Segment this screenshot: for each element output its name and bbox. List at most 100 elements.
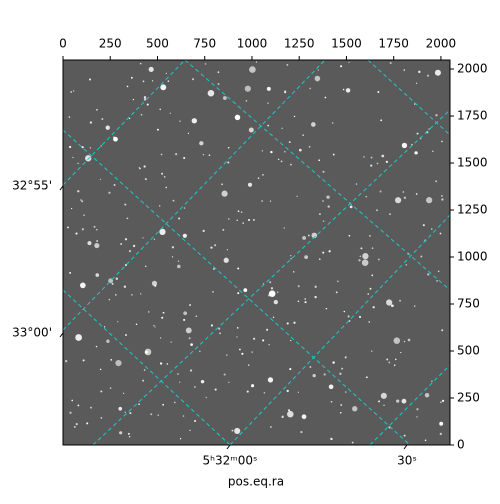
star xyxy=(199,141,204,146)
star xyxy=(416,416,418,418)
x-tick-label: 1500 xyxy=(331,37,362,51)
star xyxy=(214,388,217,391)
ra-tick-label: 30ˢ xyxy=(397,454,417,468)
star xyxy=(390,304,394,307)
ra-tick xyxy=(403,444,408,450)
star xyxy=(314,75,321,82)
star xyxy=(234,114,241,121)
x-tick-label: 500 xyxy=(146,37,169,51)
star xyxy=(267,124,269,127)
star xyxy=(171,246,175,249)
star xyxy=(415,193,418,195)
star xyxy=(327,205,330,208)
star xyxy=(326,195,330,199)
star xyxy=(257,177,260,179)
star xyxy=(394,364,396,366)
star xyxy=(120,242,123,246)
star xyxy=(101,118,104,120)
star xyxy=(222,228,225,231)
star xyxy=(297,300,300,303)
star xyxy=(161,172,164,175)
y-tick-label: 1000 xyxy=(457,250,488,264)
star xyxy=(70,91,72,93)
star xyxy=(268,290,276,297)
star xyxy=(309,87,312,90)
star xyxy=(245,100,248,102)
star xyxy=(388,361,391,364)
star xyxy=(441,329,444,332)
star xyxy=(222,96,227,100)
dec-tick xyxy=(59,185,64,191)
star xyxy=(413,305,416,307)
star xyxy=(269,281,272,284)
star xyxy=(227,161,230,164)
star xyxy=(261,200,263,202)
star xyxy=(371,247,374,249)
star xyxy=(290,255,292,257)
star xyxy=(420,255,423,258)
star xyxy=(87,241,92,246)
star xyxy=(160,153,163,156)
star xyxy=(314,295,317,299)
star xyxy=(99,178,102,181)
star xyxy=(317,69,319,71)
star xyxy=(402,191,405,193)
star xyxy=(431,380,433,382)
star xyxy=(441,198,444,201)
star xyxy=(113,136,118,142)
star xyxy=(177,264,181,269)
x-tick-label: 1750 xyxy=(378,37,409,51)
star xyxy=(174,153,178,156)
star xyxy=(345,391,347,393)
star xyxy=(195,315,198,318)
star xyxy=(212,291,214,293)
star xyxy=(109,387,112,389)
star xyxy=(131,293,133,296)
dec-tick-label: 33°00' xyxy=(12,326,52,340)
star xyxy=(81,200,84,203)
star xyxy=(308,234,310,237)
star xyxy=(342,88,345,91)
star xyxy=(341,367,344,370)
x-tick-label: 250 xyxy=(99,37,122,51)
star xyxy=(118,406,123,411)
star xyxy=(204,63,207,65)
star xyxy=(407,338,411,342)
star xyxy=(159,228,166,236)
star xyxy=(371,350,373,352)
star xyxy=(95,228,98,231)
star xyxy=(339,372,342,375)
star xyxy=(237,210,240,213)
star xyxy=(236,336,238,338)
star xyxy=(80,199,82,201)
star xyxy=(286,322,289,325)
star xyxy=(351,441,354,444)
star xyxy=(435,114,438,117)
star xyxy=(432,150,434,153)
star xyxy=(369,287,372,290)
star xyxy=(290,258,292,260)
star xyxy=(69,411,72,414)
star xyxy=(228,218,230,220)
star xyxy=(151,280,158,286)
star xyxy=(67,226,69,229)
star xyxy=(199,350,201,352)
star xyxy=(396,399,400,403)
star xyxy=(243,288,248,293)
star xyxy=(386,358,389,361)
star xyxy=(348,320,351,322)
star xyxy=(322,220,325,222)
star xyxy=(372,306,375,309)
grid-line xyxy=(184,59,451,291)
star xyxy=(359,255,362,258)
star xyxy=(117,321,119,323)
star xyxy=(122,392,125,395)
star xyxy=(77,404,80,407)
star xyxy=(348,234,351,237)
star xyxy=(393,337,401,344)
star xyxy=(140,113,143,116)
star xyxy=(379,190,382,193)
star xyxy=(385,160,388,163)
star xyxy=(130,76,133,79)
star xyxy=(223,257,229,263)
